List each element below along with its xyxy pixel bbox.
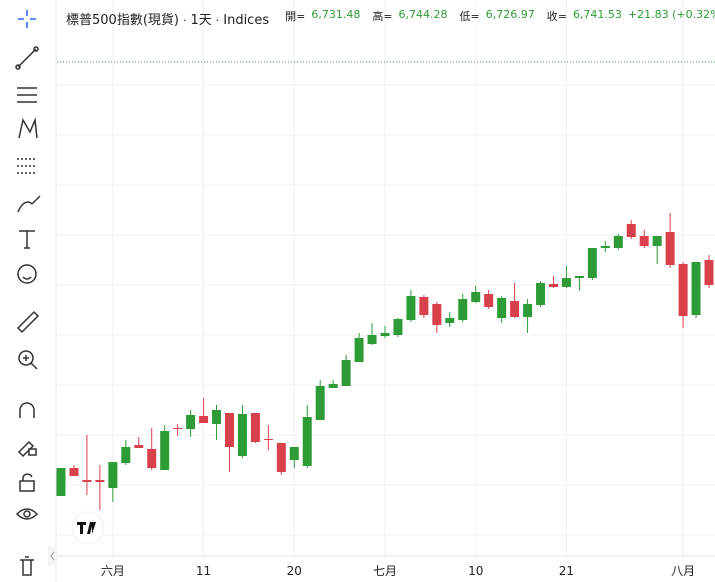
ohlc-label: 收=	[546, 10, 567, 23]
candle-body	[561, 278, 571, 287]
candle-body	[691, 262, 701, 315]
candle-body	[497, 298, 507, 318]
ohlc-value: 6,726.97	[485, 8, 535, 21]
change: +21.83 (+0.32%)	[627, 8, 715, 21]
ruler-tool[interactable]	[16, 310, 40, 334]
text-tool[interactable]	[19, 230, 35, 249]
candle-body	[367, 335, 377, 344]
collapse-tab[interactable]	[48, 546, 56, 566]
lock-tool[interactable]	[19, 473, 35, 492]
candle-body	[147, 449, 157, 468]
tv-logo[interactable]	[71, 511, 105, 545]
exchange: Indices	[223, 13, 270, 28]
candle-body	[639, 236, 649, 246]
candle-body	[665, 232, 675, 265]
candle-body	[121, 447, 131, 463]
candle-body	[652, 236, 662, 246]
magnet-tool[interactable]	[19, 402, 35, 418]
candle-body	[95, 480, 105, 482]
candle-body	[445, 318, 455, 323]
candle-body	[341, 360, 351, 386]
candle-body	[134, 445, 144, 448]
candle-body	[458, 299, 468, 320]
x-tick-label: 20	[287, 564, 302, 578]
x-tick-label: 11	[196, 564, 211, 578]
lock-draw-tool[interactable]	[17, 440, 37, 458]
separator: ·	[215, 14, 220, 27]
candle-body	[626, 224, 636, 237]
interval: 1天	[190, 13, 212, 28]
fib-tool[interactable]	[17, 87, 37, 103]
separator: ·	[182, 14, 187, 27]
x-tick-label: 六月	[101, 564, 125, 578]
brush-tool[interactable]	[17, 195, 41, 213]
ohlc-label: 開=	[285, 10, 306, 23]
visibility-tool[interactable]	[15, 508, 39, 520]
candle-body	[108, 462, 118, 488]
candle-body	[536, 283, 546, 305]
candle-body	[600, 246, 610, 248]
candle-body	[276, 443, 286, 472]
candle-body	[548, 284, 558, 287]
ohlc-label: 高=	[372, 10, 393, 23]
candle-body	[587, 248, 597, 278]
x-tick-label: 八月	[671, 564, 695, 578]
trendline-tool[interactable]	[15, 46, 39, 70]
candle-body	[380, 333, 390, 336]
delete-tool[interactable]	[20, 556, 34, 576]
x-tick-label: 七月	[373, 564, 397, 578]
grid	[57, 0, 715, 556]
candle-body	[510, 301, 520, 317]
candle-body	[56, 468, 66, 496]
candle-body	[315, 386, 325, 420]
candle-body	[69, 468, 79, 476]
ohlc-label: 低=	[459, 10, 480, 23]
candle-body	[224, 413, 234, 447]
candle-body	[613, 236, 623, 248]
ohlc-value: 6,741.53	[572, 8, 622, 21]
candle-body	[471, 292, 481, 302]
candle-body	[263, 439, 273, 440]
candle-body	[523, 304, 533, 317]
emoji-tool[interactable]	[17, 264, 37, 284]
zoom-tool[interactable]	[18, 350, 38, 370]
candle-body	[82, 480, 92, 482]
candle-body	[574, 276, 584, 278]
candle-body	[704, 260, 714, 285]
prediction-tool[interactable]	[17, 158, 37, 174]
candle-body	[212, 410, 222, 424]
candle-body	[432, 304, 442, 325]
x-tick-label: 21	[559, 564, 574, 578]
crosshair-tool[interactable]	[18, 10, 36, 28]
toolbar	[0, 0, 52, 582]
candles	[56, 213, 714, 510]
candle-body	[406, 296, 416, 320]
ohlc-value: 6,731.48	[311, 8, 361, 21]
candle-body	[186, 415, 196, 429]
candle-body	[199, 416, 209, 423]
candle-body	[160, 431, 170, 470]
ohlc-legend: 開= 6,731.48 高= 6,744.28 低= 6,726.97 收= 6,741.53…	[279, 8, 715, 24]
candle-body	[302, 417, 312, 466]
candle-body	[173, 428, 183, 429]
x-tick-label: 10	[468, 564, 483, 578]
candle-body	[419, 297, 429, 315]
candle-body	[678, 264, 688, 316]
candle-body	[237, 414, 247, 456]
candle-body	[354, 338, 364, 362]
symbol-title: 標普500指數(現貨)	[66, 13, 179, 28]
candle-body	[328, 384, 338, 388]
ohlc-value: 6,744.28	[398, 8, 448, 21]
candle-body	[393, 319, 403, 335]
candle-body	[484, 294, 494, 307]
candle-body	[250, 413, 260, 442]
candle-body	[289, 447, 299, 460]
pattern-tool[interactable]	[18, 117, 38, 139]
header: 標普500指數(現貨) · 1天 · Indices 開= 6,731.48 高= 6…	[66, 8, 715, 28]
